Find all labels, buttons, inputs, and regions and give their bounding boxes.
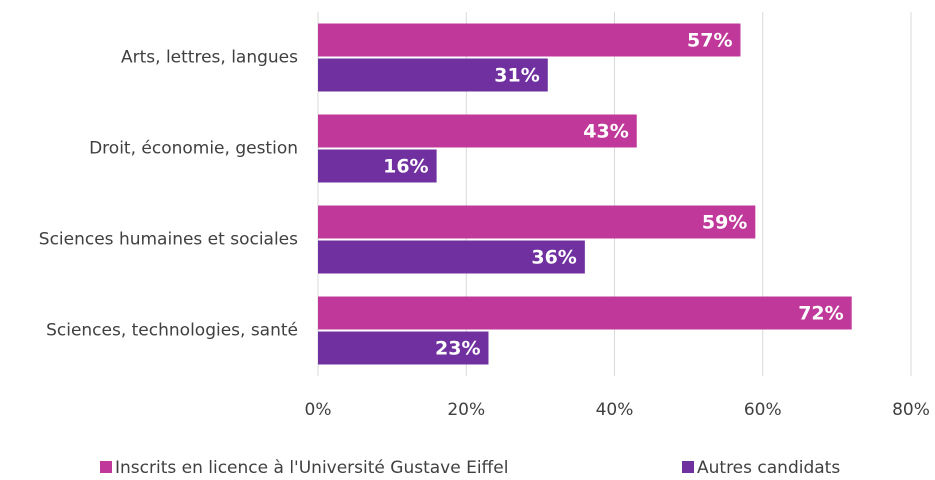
y-tick-label: Sciences, technologies, santé <box>46 321 298 341</box>
bar <box>318 296 852 330</box>
value-label: 72% <box>798 303 843 325</box>
x-tick-label: 80% <box>892 400 930 420</box>
x-tick-label: 0% <box>305 400 332 420</box>
value-label: 16% <box>383 156 428 178</box>
bar <box>318 240 585 274</box>
value-label: 59% <box>702 212 747 234</box>
legend-label: Inscrits en licence à l'Université Gusta… <box>115 458 508 478</box>
value-label: 23% <box>435 338 480 360</box>
legend-swatch <box>682 461 694 473</box>
value-label: 31% <box>494 65 539 87</box>
value-label: 43% <box>583 121 628 143</box>
bar <box>318 149 437 183</box>
legend-label: Autres candidats <box>697 458 840 478</box>
value-label: 36% <box>531 247 576 269</box>
x-tick-label: 20% <box>447 400 485 420</box>
y-tick-label: Sciences humaines et sociales <box>39 230 298 250</box>
value-label: 57% <box>687 30 732 52</box>
x-tick-label: 60% <box>744 400 782 420</box>
bar <box>318 114 637 148</box>
bar <box>318 205 756 239</box>
y-tick-label: Droit, économie, gestion <box>89 139 298 159</box>
bar <box>318 331 489 365</box>
y-tick-label: Arts, lettres, langues <box>121 48 298 68</box>
x-tick-label: 40% <box>596 400 634 420</box>
legend-swatch <box>100 461 112 473</box>
bar <box>318 23 741 57</box>
bar <box>318 58 548 92</box>
